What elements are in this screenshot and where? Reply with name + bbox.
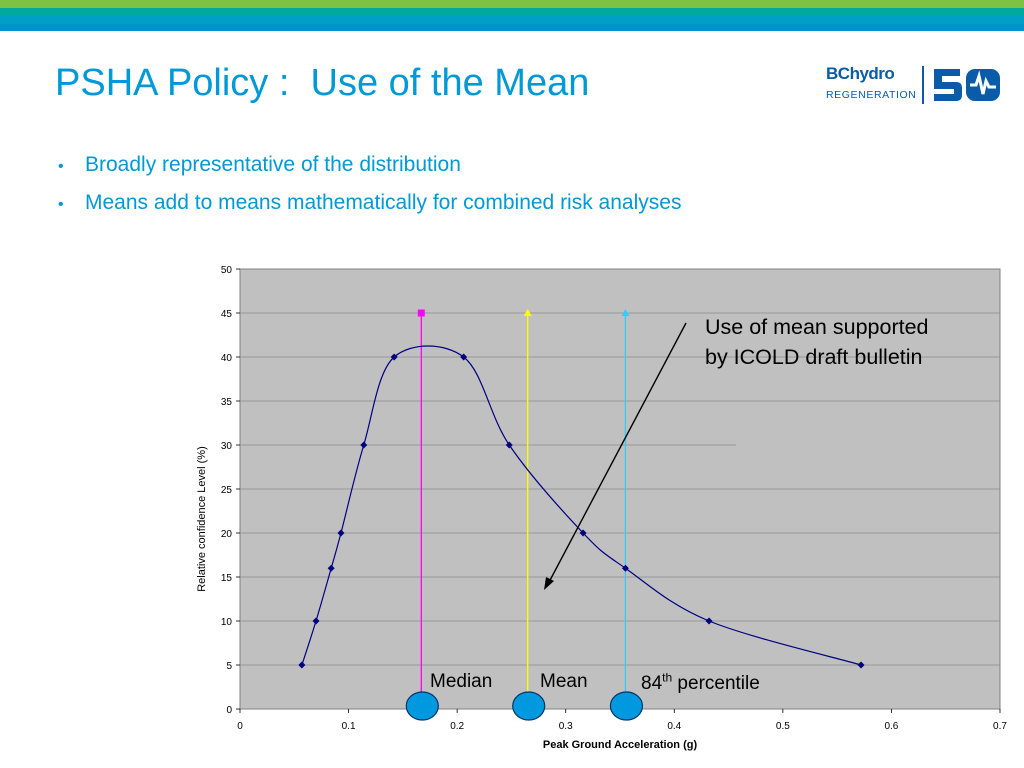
data-point: [579, 529, 587, 537]
x-axis-label: Peak Ground Acceleration (g): [543, 739, 698, 751]
callout-text: Use of mean supported by ICOLD draft bul…: [705, 312, 929, 372]
marker-oval: [609, 691, 644, 721]
data-point: [705, 617, 713, 625]
logo-hydro-text: hydro: [849, 64, 895, 83]
callout-arrow: [547, 322, 687, 585]
x-tick-label: 0.1: [342, 721, 356, 732]
logo-bc-text: BC: [826, 64, 850, 83]
y-tick-label: 10: [221, 617, 233, 628]
data-point: [327, 564, 335, 572]
bullet-item: • Means add to means mathematically for c…: [58, 188, 681, 226]
mean-label: Mean: [540, 671, 588, 692]
y-tick-labels: 0 5 10 15 20 25 30 35 40 45 50: [221, 265, 233, 716]
slide-title: PSHA Policy : Use of the Mean: [55, 62, 590, 104]
p84-text: percentile: [672, 673, 760, 694]
y-tick-label: 20: [221, 529, 233, 540]
data-point: [505, 441, 513, 449]
header-band-green: [0, 0, 1024, 8]
bullet-text: Means add to means mathematically for co…: [85, 191, 682, 214]
marker-oval: [405, 691, 439, 721]
bullet-text: Broadly representative of the distributi…: [85, 153, 461, 176]
x-tick-labels: 0 0.1 0.2 0.3 0.4 0.5 0.6 0.7: [237, 721, 1007, 732]
y-tick-label: 50: [221, 265, 233, 276]
bullet-dot-icon: •: [58, 196, 64, 213]
percentile-marker: [417, 309, 425, 317]
y-tick-label: 30: [221, 441, 233, 452]
header-band-cyan: [0, 16, 1024, 24]
logo-50-mark: [934, 69, 1000, 101]
y-tick-label: 35: [221, 397, 233, 408]
data-point: [298, 661, 306, 669]
y-axis-label: Relative confidence Level (%): [196, 446, 208, 592]
marker-ovals: [405, 691, 644, 721]
y-tick-label: 5: [226, 661, 232, 672]
median-label: Median: [430, 671, 493, 692]
header-band-blue: [0, 24, 1024, 31]
data-point: [460, 353, 468, 361]
y-tick-label: 0: [226, 705, 232, 716]
callout-line-1: Use of mean supported: [705, 315, 929, 339]
bullet-dot-icon: •: [58, 158, 64, 175]
x-tick-label: 0.6: [884, 721, 898, 732]
bullet-item: • Broadly representative of the distribut…: [58, 150, 681, 188]
y-tick-label: 40: [221, 353, 233, 364]
logo-wordmark: BChydro: [826, 64, 895, 84]
bchydro-logo: BChydro REGENERATION: [826, 64, 1002, 108]
marker-oval: [512, 691, 546, 721]
y-tick-label: 15: [221, 573, 233, 584]
data-point: [390, 353, 398, 361]
logo-divider: [922, 66, 924, 104]
logo-regeneration-text: REGENERATION: [826, 89, 917, 101]
x-tick-label: 0.3: [559, 721, 573, 732]
data-point: [360, 441, 368, 449]
bullet-list: • Broadly representative of the distribut…: [58, 150, 681, 226]
data-point: [312, 617, 320, 625]
y-tick-label: 25: [221, 485, 233, 496]
data-point: [857, 661, 865, 669]
data-point: [337, 529, 345, 537]
y-tick-label: 45: [221, 309, 233, 320]
x-tick-label: 0.4: [667, 721, 681, 732]
callout-line-2: by ICOLD draft bulletin: [705, 345, 923, 369]
percentile-marker: [523, 309, 532, 316]
x-tick-label: 0: [237, 721, 243, 732]
gridlines: [236, 268, 1001, 713]
callout-arrowhead-icon: [544, 577, 554, 590]
percentile-marker: [621, 309, 630, 316]
p84-superscript: th: [662, 670, 673, 685]
x-tick-label: 0.7: [993, 721, 1007, 732]
p84-label: 84th percentile: [641, 670, 760, 695]
x-tick-label: 0.5: [776, 721, 790, 732]
header-band-teal: [0, 8, 1024, 16]
data-point: [621, 564, 629, 572]
data-points: [298, 353, 865, 669]
x-tick-label: 0.2: [450, 721, 464, 732]
percentile-lines: [417, 309, 630, 709]
p84-number: 84: [641, 673, 663, 694]
